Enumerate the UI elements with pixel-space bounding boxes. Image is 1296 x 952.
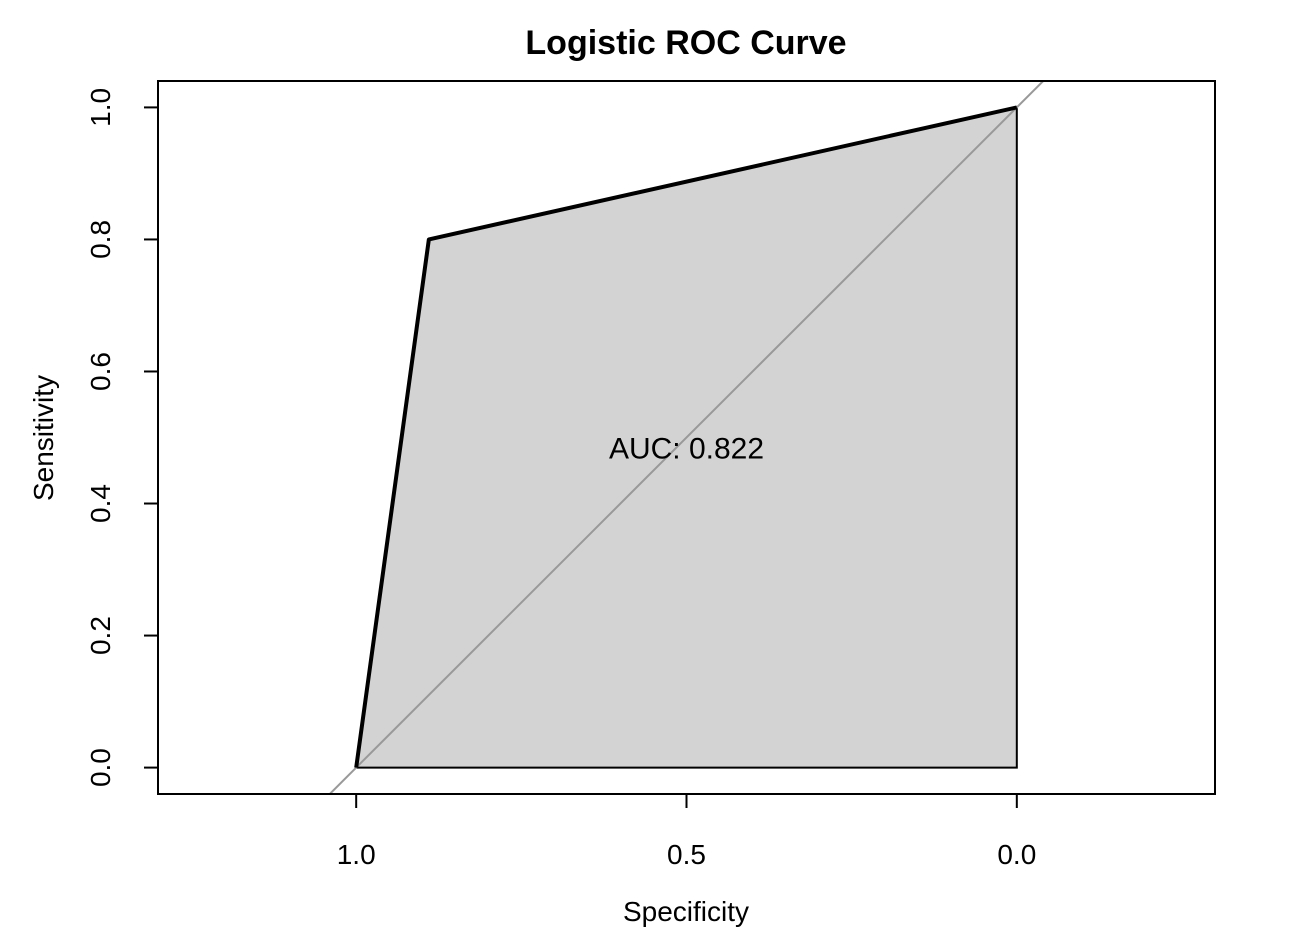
y-tick-label: 0.2 [85,616,116,655]
auc-annotation: AUC: 0.822 [609,433,764,466]
x-tick-label: 0.5 [667,839,706,870]
y-tick-label: 0.6 [85,352,116,391]
y-axis: 0.0 0.2 0.4 0.6 0.8 1.0 [85,88,159,787]
y-tick-label: 1.0 [85,88,116,127]
y-tick-label: 0.4 [85,484,116,523]
x-tick-label: 1.0 [337,839,376,870]
x-tick-label: 0.0 [997,839,1036,870]
y-tick-label: 0.8 [85,220,116,259]
reference-diagonal-line [328,81,1045,794]
y-tick-label: 0.0 [85,748,116,787]
roc-curve-line [354,105,1018,768]
y-axis-title: Sensitivity [28,375,59,501]
x-axis: 1.0 0.5 0.0 [337,793,1036,870]
x-axis-title: Specificity [623,896,749,927]
chart-title: Logistic ROC Curve [525,24,846,62]
